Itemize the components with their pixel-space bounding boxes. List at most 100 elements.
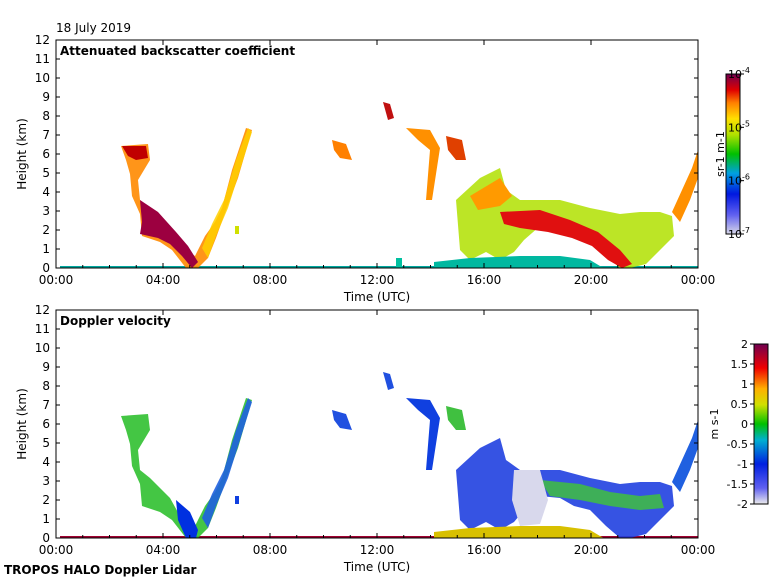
velocity-cloud-upper-a: [332, 410, 352, 430]
velocity-cloud-morning: [121, 398, 252, 538]
backscatter-y-tick-label: 1: [42, 242, 50, 256]
backscatter-colorbar-label: 10-7: [728, 226, 750, 241]
backscatter-x-axis: 00:00 04:00 08:00 12:00 16:00 20:00 00:00: [39, 40, 716, 287]
velocity-colorbar-label: 0: [741, 418, 748, 431]
velocity-cloud-morning-descent: [176, 500, 198, 538]
backscatter-x-tick-label: 16:00: [467, 273, 502, 287]
backscatter-y-tick-label: 6: [42, 147, 50, 161]
backscatter-colorbar: 10-4 10-5 10-6 10-7 sr-1 m-1: [714, 66, 750, 241]
velocity-x-tick-label: 20:00: [574, 543, 609, 557]
velocity-downdraft-area: [512, 470, 548, 526]
backscatter-data: [60, 102, 698, 268]
velocity-y-tick-label: 10: [35, 341, 50, 355]
velocity-colorbar-label: 1: [741, 378, 748, 391]
velocity-colorbar-label: 1.5: [731, 358, 749, 371]
backscatter-x-tick-label: 12:00: [360, 273, 395, 287]
velocity-y-tick-label: 9: [42, 360, 50, 374]
velocity-y-tick-label: 7: [42, 398, 50, 412]
velocity-y-tick-label: 6: [42, 417, 50, 431]
backscatter-cloud-upper-b: [383, 102, 394, 120]
backscatter-colorbar-unit: sr-1 m-1: [714, 131, 727, 177]
velocity-y-tick-label: 5: [42, 436, 50, 450]
velocity-y-tick-label: 0: [42, 531, 50, 545]
backscatter-cloud-afternoon-core: [500, 210, 632, 268]
backscatter-panel: Attenuated backscatter coefficient 0 1 2 3 4…: [15, 33, 750, 304]
velocity-x-tick-label: 12:00: [360, 543, 395, 557]
backscatter-x-tick-label: 08:00: [253, 273, 288, 287]
backscatter-y-tick-label: 0: [42, 261, 50, 275]
backscatter-plot-area: [56, 40, 698, 268]
velocity-colorbar-label: -0.5: [727, 438, 748, 451]
backscatter-cloud-upper-a: [332, 140, 352, 160]
velocity-speck-a: [235, 496, 239, 504]
footer-label: TROPOS HALO Doppler Lidar: [4, 563, 197, 577]
backscatter-speck-a: [235, 226, 239, 234]
backscatter-y-tick-label: 10: [35, 71, 50, 85]
velocity-x-axis-label: Time (UTC): [343, 560, 410, 574]
backscatter-surface-layer: [60, 266, 698, 268]
velocity-x-tick-label: 00:00: [39, 543, 74, 557]
velocity-colorbar-unit: m s-1: [708, 409, 721, 440]
velocity-y-tick-label: 8: [42, 379, 50, 393]
backscatter-colorbar-label: 10-6: [728, 173, 750, 188]
backscatter-y-tick-label: 7: [42, 128, 50, 142]
backscatter-cloud-upper-c: [406, 128, 440, 200]
backscatter-boundary-layer: [434, 256, 604, 268]
backscatter-cloud-morning-core: [140, 200, 198, 268]
velocity-y-tick-label: 4: [42, 455, 50, 469]
velocity-cloud-upper-c: [406, 398, 440, 470]
velocity-y-tick-label: 1: [42, 512, 50, 526]
velocity-x-tick-label: 00:00: [681, 543, 716, 557]
backscatter-y-tick-label: 4: [42, 185, 50, 199]
backscatter-x-axis-label: Time (UTC): [343, 290, 410, 304]
backscatter-colorbar-ramp: [725, 73, 741, 235]
velocity-y-tick-label: 12: [35, 303, 50, 317]
backscatter-colorbar-label: 10-5: [728, 119, 750, 134]
velocity-colorbar-label: 2: [741, 338, 748, 351]
backscatter-y-tick-label: 11: [35, 52, 50, 66]
backscatter-y-tick-label: 2: [42, 223, 50, 237]
backscatter-speck-b: [396, 258, 402, 268]
backscatter-x-tick-label: 00:00: [681, 273, 716, 287]
velocity-cloud-upper-d: [446, 406, 466, 430]
backscatter-y-tick-label: 8: [42, 109, 50, 123]
velocity-plot-area: [56, 310, 698, 538]
backscatter-x-tick-label: 20:00: [574, 273, 609, 287]
velocity-y-tick-label: 11: [35, 322, 50, 336]
backscatter-x-tick-label: 00:00: [39, 273, 74, 287]
backscatter-x-tick-label: 04:00: [146, 273, 181, 287]
date-label: 18 July 2019: [56, 21, 131, 35]
backscatter-cloud-afternoon-top: [470, 178, 512, 210]
velocity-colorbar-ticks: 2 1.5 1 0.5 0 -0.5 -1 -1.5 -2: [727, 338, 754, 511]
backscatter-cloud-morning-top: [122, 146, 148, 160]
velocity-x-tick-label: 04:00: [146, 543, 181, 557]
backscatter-y-tick-label: 3: [42, 204, 50, 218]
velocity-cloud-upper-b: [383, 372, 394, 390]
velocity-panel-title: Doppler velocity: [60, 314, 171, 328]
velocity-colorbar-label: -1.5: [727, 478, 748, 491]
velocity-y-tick-label: 3: [42, 474, 50, 488]
velocity-surface-layer: [60, 536, 698, 538]
velocity-x-tick-label: 16:00: [467, 543, 502, 557]
velocity-cloud-afternoon-green: [540, 480, 664, 510]
velocity-x-axis: 00:00 04:00 08:00 12:00 16:00 20:00 00:00: [39, 310, 716, 557]
backscatter-y-axis-label: Height (km): [15, 118, 29, 189]
backscatter-panel-title: Attenuated backscatter coefficient: [60, 44, 295, 58]
velocity-cloud-late: [672, 420, 698, 492]
backscatter-cloud-afternoon: [456, 168, 674, 268]
velocity-colorbar-ramp: [753, 343, 769, 505]
velocity-colorbar-label: -2: [737, 498, 748, 511]
backscatter-colorbar-label: 10-4: [728, 66, 750, 81]
backscatter-cloud-upper-d: [446, 136, 466, 160]
velocity-colorbar: 2 1.5 1 0.5 0 -0.5 -1 -1.5 -2 m s-1: [708, 338, 769, 511]
velocity-data: [60, 372, 698, 538]
backscatter-cloud-rise: [202, 128, 252, 258]
velocity-y-axis-label: Height (km): [15, 388, 29, 459]
velocity-y-tick-label: 2: [42, 493, 50, 507]
velocity-colorbar-label: -1: [737, 458, 748, 471]
velocity-cloud-rise: [202, 398, 252, 528]
